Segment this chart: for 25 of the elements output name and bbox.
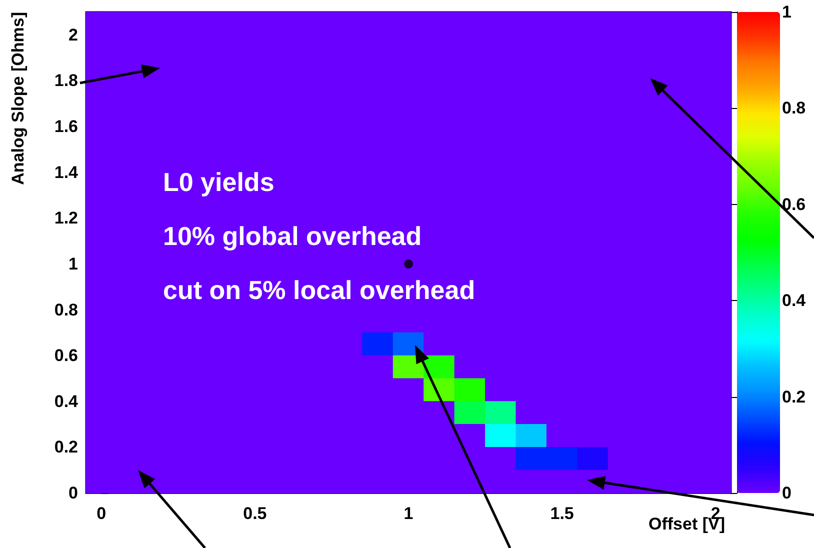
color-bar-label: 0: [782, 484, 792, 502]
y-tick-label: 0.6: [54, 346, 78, 366]
annotation: cut on 5% local overhead: [163, 275, 476, 305]
annotation: L0 yields: [163, 167, 274, 197]
y-tick-label: 1.4: [54, 162, 79, 182]
y-tick-label: 1.2: [54, 208, 78, 228]
y-tick-label: 1.6: [54, 117, 78, 136]
y-tick-label: 1.8: [54, 71, 78, 90]
color-bar-label: 0.2: [782, 387, 806, 406]
color-bar-label: 0.6: [782, 194, 806, 214]
y-tick-label: 0.4: [54, 392, 79, 411]
y-tick-label: 1: [68, 254, 78, 274]
color-bar-label: 0.4: [782, 291, 806, 310]
y-axis-title: Analog Slope [Ohms]: [8, 12, 28, 185]
x-tick-label: 1.5: [550, 504, 574, 523]
y-tick-label: 0: [68, 484, 78, 502]
color-bar-label: 0.8: [782, 98, 806, 118]
x-tick-label: 0.5: [243, 504, 267, 523]
color-bar-label: 1: [782, 2, 792, 22]
x-tick-label: 1: [404, 504, 414, 523]
y-tick-label: 2: [68, 25, 78, 44]
annotation: 10% global overhead: [163, 221, 422, 251]
y-tick-label: 0.8: [54, 300, 78, 320]
y-tick-label: 0.2: [54, 438, 78, 457]
x-tick-label: 0: [96, 504, 106, 523]
